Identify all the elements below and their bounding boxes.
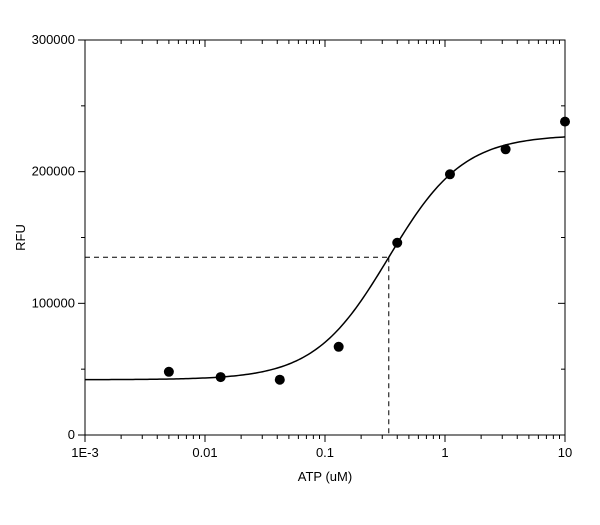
x-tick-label: 10 — [558, 445, 572, 460]
y-tick-label: 100000 — [32, 295, 75, 310]
dose-response-chart: 1E-3 0.01 0.1 1 10 0 100000 200000 300000 ATP (… — [0, 0, 600, 525]
data-point — [275, 375, 285, 385]
y-tick-label: 300000 — [32, 32, 75, 47]
x-axis-label: ATP (uM) — [298, 469, 352, 484]
x-tick-label: 1 — [441, 445, 448, 460]
y-tick-label: 0 — [68, 427, 75, 442]
x-tick-label: 0.1 — [316, 445, 334, 460]
x-tick-label: 0.01 — [192, 445, 217, 460]
data-point — [216, 372, 226, 382]
data-point — [392, 238, 402, 248]
data-point — [501, 144, 511, 154]
y-axis-label: RFU — [13, 224, 28, 251]
x-tick-label: 1E-3 — [71, 445, 98, 460]
data-point — [164, 367, 174, 377]
data-point — [334, 342, 344, 352]
data-point — [560, 117, 570, 127]
data-point — [445, 169, 455, 179]
chart-svg: 1E-3 0.01 0.1 1 10 0 100000 200000 300000 ATP (… — [0, 0, 600, 525]
y-tick-label: 200000 — [32, 164, 75, 179]
